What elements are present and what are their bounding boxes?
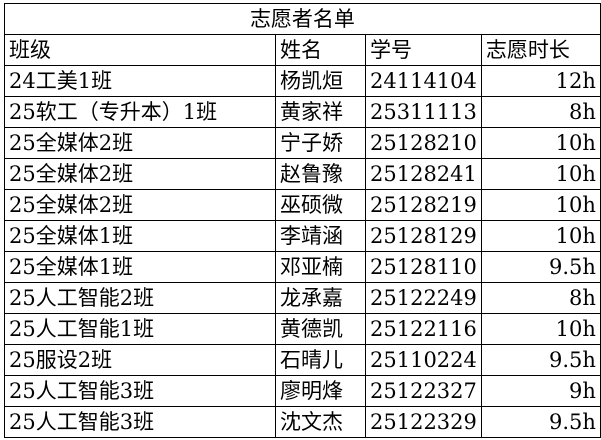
table-row: 25全媒体2班 赵鲁豫 25128241 10h — [4, 158, 601, 190]
cell-name[interactable]: 杨凯烜 — [275, 65, 366, 97]
cell-name[interactable]: 龙承嘉 — [275, 282, 366, 314]
header-name[interactable]: 姓名 — [275, 34, 366, 66]
cell-class[interactable]: 25全媒体2班 — [4, 158, 276, 190]
cell-name[interactable]: 黄德凯 — [275, 313, 366, 345]
cell-student-id[interactable]: 25128241 — [365, 158, 482, 190]
cell-class[interactable]: 25软工（专升本）1班 — [4, 96, 276, 128]
cell-class[interactable]: 25全媒体1班 — [4, 220, 276, 252]
cell-class[interactable]: 25人工智能3班 — [4, 406, 276, 438]
table-row: 25全媒体2班 巫硕微 25128219 10h — [4, 189, 601, 221]
header-class[interactable]: 班级 — [4, 34, 276, 66]
cell-name[interactable]: 廖明烽 — [275, 375, 366, 407]
cell-name[interactable]: 赵鲁豫 — [275, 158, 366, 190]
cell-student-id[interactable]: 25128210 — [365, 127, 482, 159]
cell-hours[interactable]: 10h — [480, 189, 601, 221]
cell-class[interactable]: 25服设2班 — [4, 344, 276, 376]
cell-student-id[interactable]: 25128110 — [365, 251, 482, 283]
title-row: 志愿者名单 — [4, 3, 601, 35]
cell-hours[interactable]: 10h — [480, 127, 601, 159]
cell-class[interactable]: 24工美1班 — [4, 65, 276, 97]
table-row: 25人工智能3班 沈文杰 25122329 9.5h — [4, 406, 601, 438]
cell-hours[interactable]: 12h — [480, 65, 601, 97]
cell-hours[interactable]: 10h — [480, 158, 601, 190]
cell-hours[interactable]: 9h — [480, 375, 601, 407]
table-row: 25服设2班 石晴儿 25110224 9.5h — [4, 344, 601, 376]
cell-name[interactable]: 李靖涵 — [275, 220, 366, 252]
cell-student-id[interactable]: 24114104 — [365, 65, 482, 97]
table-row: 25人工智能2班 龙承嘉 25122249 8h — [4, 282, 601, 314]
table-row: 25软工（专升本）1班 黄家祥 25311113 8h — [4, 96, 601, 128]
cell-name[interactable]: 邓亚楠 — [275, 251, 366, 283]
cell-student-id[interactable]: 25311113 — [365, 96, 482, 128]
cell-student-id[interactable]: 25122116 — [365, 313, 482, 345]
volunteer-table: 志愿者名单 班级 姓名 学号 志愿时长 24工美1班 杨凯烜 24114104 12h… — [4, 3, 601, 438]
cell-class[interactable]: 25人工智能3班 — [4, 375, 276, 407]
cell-name[interactable]: 黄家祥 — [275, 96, 366, 128]
cell-hours[interactable]: 9.5h — [480, 406, 601, 438]
cell-student-id[interactable]: 25128129 — [365, 220, 482, 252]
table-row: 24工美1班 杨凯烜 24114104 12h — [4, 65, 601, 97]
header-hours[interactable]: 志愿时长 — [480, 34, 601, 66]
cell-class[interactable]: 25全媒体2班 — [4, 189, 276, 221]
cell-name[interactable]: 沈文杰 — [275, 406, 366, 438]
cell-class[interactable]: 25全媒体1班 — [4, 251, 276, 283]
cell-student-id[interactable]: 25122327 — [365, 375, 482, 407]
cell-class[interactable]: 25全媒体2班 — [4, 127, 276, 159]
cell-name[interactable]: 石晴儿 — [275, 344, 366, 376]
cell-student-id[interactable]: 25122329 — [365, 406, 482, 438]
cell-class[interactable]: 25人工智能1班 — [4, 313, 276, 345]
table-row: 25全媒体2班 宁子娇 25128210 10h — [4, 127, 601, 159]
cell-name[interactable]: 巫硕微 — [275, 189, 366, 221]
table-title[interactable]: 志愿者名单 — [4, 3, 601, 35]
cell-student-id[interactable]: 25122249 — [365, 282, 482, 314]
cell-class[interactable]: 25人工智能2班 — [4, 282, 276, 314]
cell-hours[interactable]: 10h — [480, 220, 601, 252]
header-student-id[interactable]: 学号 — [365, 34, 482, 66]
cell-name[interactable]: 宁子娇 — [275, 127, 366, 159]
cell-student-id[interactable]: 25110224 — [365, 344, 482, 376]
cell-student-id[interactable]: 25128219 — [365, 189, 482, 221]
cell-hours[interactable]: 9.5h — [480, 344, 601, 376]
table-row: 25全媒体1班 邓亚楠 25128110 9.5h — [4, 251, 601, 283]
table-row: 25人工智能3班 廖明烽 25122327 9h — [4, 375, 601, 407]
cell-hours[interactable]: 10h — [480, 313, 601, 345]
cell-hours[interactable]: 9.5h — [480, 251, 601, 283]
table-row: 25全媒体1班 李靖涵 25128129 10h — [4, 220, 601, 252]
table-row: 25人工智能1班 黄德凯 25122116 10h — [4, 313, 601, 345]
cell-hours[interactable]: 8h — [480, 282, 601, 314]
header-row: 班级 姓名 学号 志愿时长 — [4, 34, 601, 66]
cell-hours[interactable]: 8h — [480, 96, 601, 128]
